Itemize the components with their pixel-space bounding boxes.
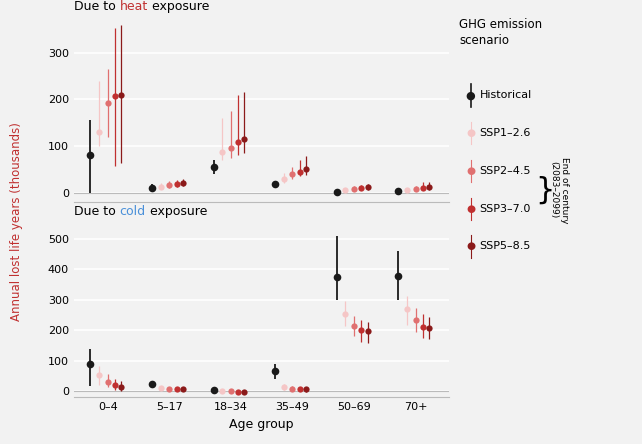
Text: GHG emission
scenario: GHG emission scenario xyxy=(459,18,542,47)
Text: SSP2–4.5: SSP2–4.5 xyxy=(480,166,531,176)
Text: heat: heat xyxy=(119,0,148,13)
X-axis label: Age group: Age group xyxy=(229,418,294,431)
Text: ●: ● xyxy=(466,242,475,251)
Text: ●: ● xyxy=(466,204,475,214)
Text: exposure: exposure xyxy=(148,0,209,13)
Text: Annual lost life years (thousands): Annual lost life years (thousands) xyxy=(10,123,22,321)
Text: cold: cold xyxy=(119,205,146,218)
Text: Due to: Due to xyxy=(74,0,119,13)
Text: ●: ● xyxy=(466,128,475,138)
Text: ●: ● xyxy=(465,91,476,100)
Text: SSP1–2.6: SSP1–2.6 xyxy=(480,128,531,138)
Text: SSP3–7.0: SSP3–7.0 xyxy=(480,204,531,214)
Text: exposure: exposure xyxy=(146,205,207,218)
Text: Historical: Historical xyxy=(480,91,532,100)
Text: End of century
(2083–2099): End of century (2083–2099) xyxy=(550,157,569,223)
Text: SSP5–8.5: SSP5–8.5 xyxy=(480,242,531,251)
Text: }: } xyxy=(535,175,554,204)
Text: ●: ● xyxy=(466,166,475,176)
Text: Due to: Due to xyxy=(74,205,119,218)
